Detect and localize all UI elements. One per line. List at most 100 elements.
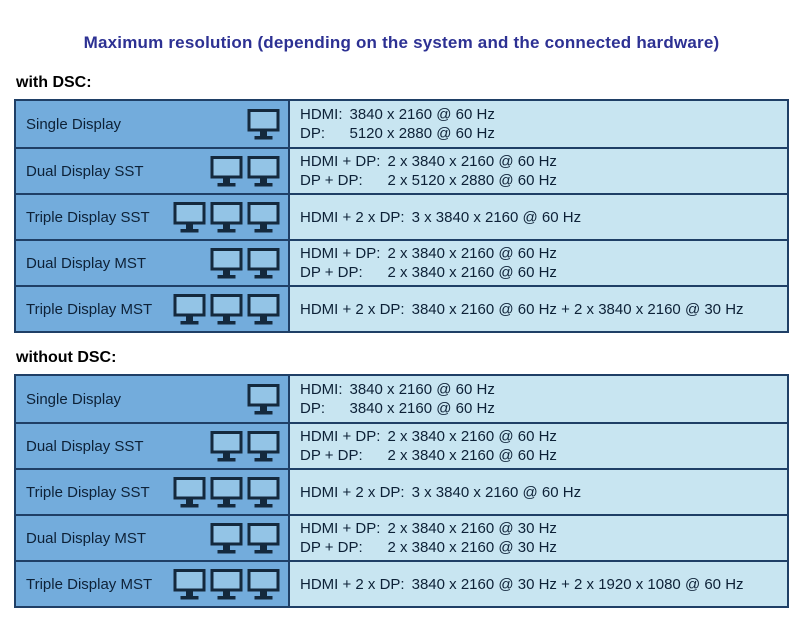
config-cell: Triple Display SST bbox=[16, 195, 290, 239]
monitor-icons bbox=[210, 430, 280, 463]
resolution-lines: HDMI + 2 x DP: 3 x 3840 x 2160 @ 60 Hz bbox=[300, 208, 581, 227]
resolution-value: 2 x 3840 x 2160 @ 60 Hz bbox=[387, 245, 557, 262]
table-row: Triple Display SST HDMI + 2 x DP: 3 x 3840… bbox=[16, 193, 787, 239]
resolution-value: 5120 x 2880 @ 60 Hz bbox=[349, 125, 495, 142]
resolution-value: 3840 x 2160 @ 60 Hz bbox=[349, 400, 495, 417]
port-label: HDMI + DP: bbox=[300, 520, 381, 537]
port-label: HDMI + 2 x DP: bbox=[300, 208, 405, 226]
monitor-icon bbox=[247, 383, 280, 414]
port-label: HDMI + DP: bbox=[300, 153, 381, 170]
resolution-cell: HDMI + 2 x DP: 3840 x 2160 @ 60 Hz + 2 x … bbox=[290, 287, 787, 331]
table-row: Triple Display SST HDMI + 2 x DP: 3 x 3840… bbox=[16, 468, 787, 514]
monitor-icon bbox=[210, 201, 243, 232]
config-cell: Dual Display SST bbox=[16, 149, 290, 193]
resolution-value: 2 x 3840 x 2160 @ 60 Hz bbox=[387, 153, 557, 170]
config-cell: Dual Display MST bbox=[16, 241, 290, 285]
config-label: Single Display bbox=[26, 390, 122, 408]
table-row: Dual Display SST HDMI + DP: 2 x 3840 x 216… bbox=[16, 147, 787, 193]
resolution-cell: HDMI + DP: 2 x 3840 x 2160 @ 60 Hz DP + DP… bbox=[290, 149, 787, 193]
monitor-icons bbox=[173, 201, 280, 234]
config-label: Dual Display MST bbox=[26, 529, 147, 547]
resolution-lines: HDMI: 3840 x 2160 @ 60 Hz DP: 3840 x 2160 @… bbox=[300, 380, 495, 418]
monitor-icons bbox=[173, 293, 280, 326]
resolution-value: 2 x 3840 x 2160 @ 30 Hz bbox=[387, 539, 557, 556]
resolution-lines: HDMI + DP: 2 x 3840 x 2160 @ 60 Hz DP + DP… bbox=[300, 152, 557, 190]
monitor-icon bbox=[247, 201, 280, 232]
resolution-lines: HDMI + DP: 2 x 3840 x 2160 @ 30 Hz DP + DP… bbox=[300, 519, 557, 557]
monitor-icons bbox=[247, 383, 280, 416]
monitor-icons bbox=[210, 155, 280, 188]
port-label: DP + DP: bbox=[300, 447, 363, 464]
monitor-icon bbox=[210, 155, 243, 186]
page-title: Maximum resolution (depending on the sys… bbox=[83, 33, 720, 52]
resolution-value: 2 x 5120 x 2880 @ 60 Hz bbox=[387, 172, 557, 189]
port-label: HDMI + 2 x DP: bbox=[300, 300, 405, 318]
config-cell: Triple Display MST bbox=[16, 562, 290, 606]
monitor-icon bbox=[247, 108, 280, 139]
resolution-cell: HDMI + 2 x DP: 3840 x 2160 @ 30 Hz + 2 x … bbox=[290, 562, 787, 606]
config-cell: Dual Display MST bbox=[16, 516, 290, 560]
config-cell: Single Display bbox=[16, 376, 290, 422]
port-label: HDMI + DP: bbox=[300, 245, 381, 262]
config-label: Dual Display MST bbox=[26, 254, 147, 272]
page: Maximum resolution (depending on the sys… bbox=[14, 33, 789, 608]
table-row: Single Display HDMI: 3840 x 2160 @ 60 Hz DP… bbox=[16, 376, 787, 422]
monitor-icon bbox=[247, 522, 280, 553]
resolution-cell: HDMI + DP: 2 x 3840 x 2160 @ 60 Hz DP + DP… bbox=[290, 424, 787, 468]
resolution-table-without-dsc: Single Display HDMI: 3840 x 2160 @ 60 Hz DP… bbox=[14, 374, 789, 608]
port-label: HDMI: bbox=[300, 106, 343, 123]
resolution-value: 2 x 3840 x 2160 @ 60 Hz bbox=[387, 447, 557, 464]
port-label: HDMI + 2 x DP: bbox=[300, 575, 405, 593]
resolution-cell: HDMI: 3840 x 2160 @ 60 Hz DP: 5120 x 2880 @… bbox=[290, 101, 787, 147]
monitor-icon bbox=[247, 155, 280, 186]
port-label: HDMI + 2 x DP: bbox=[300, 483, 405, 501]
resolution-lines: HDMI + 2 x DP: 3840 x 2160 @ 30 Hz + 2 x … bbox=[300, 575, 744, 594]
table-row: Dual Display MST HDMI + DP: 2 x 3840 x 216… bbox=[16, 514, 787, 560]
resolution-lines: HDMI + DP: 2 x 3840 x 2160 @ 60 Hz DP + DP… bbox=[300, 427, 557, 465]
monitor-icon bbox=[247, 293, 280, 324]
resolution-value: 3840 x 2160 @ 60 Hz bbox=[349, 106, 495, 123]
config-label: Triple Display SST bbox=[26, 208, 150, 226]
monitor-icon bbox=[173, 568, 206, 599]
port-label: DP: bbox=[300, 125, 326, 142]
resolution-cell: HDMI + 2 x DP: 3 x 3840 x 2160 @ 60 Hz bbox=[290, 195, 787, 239]
config-label: Triple Display MST bbox=[26, 300, 153, 318]
monitor-icon bbox=[210, 247, 243, 278]
table-row: Dual Display SST HDMI + DP: 2 x 3840 x 216… bbox=[16, 422, 787, 468]
monitor-icon bbox=[173, 293, 206, 324]
config-cell: Single Display bbox=[16, 101, 290, 147]
monitor-icon bbox=[210, 430, 243, 461]
config-label: Single Display bbox=[26, 115, 122, 133]
monitor-icon bbox=[210, 476, 243, 507]
monitor-icons bbox=[210, 522, 280, 555]
monitor-icon bbox=[247, 568, 280, 599]
resolution-value: 3840 x 2160 @ 30 Hz + 2 x 1920 x 1080 @ … bbox=[411, 575, 744, 593]
resolution-cell: HDMI: 3840 x 2160 @ 60 Hz DP: 3840 x 2160 @… bbox=[290, 376, 787, 422]
config-label: Dual Display SST bbox=[26, 162, 144, 180]
section-heading-without-dsc: without DSC: bbox=[16, 349, 117, 366]
resolution-cell: HDMI + 2 x DP: 3 x 3840 x 2160 @ 60 Hz bbox=[290, 470, 787, 514]
resolution-value: 2 x 3840 x 2160 @ 30 Hz bbox=[387, 520, 557, 537]
config-cell: Dual Display SST bbox=[16, 424, 290, 468]
monitor-icons bbox=[173, 568, 280, 601]
port-label: HDMI + DP: bbox=[300, 428, 381, 445]
port-label: DP + DP: bbox=[300, 539, 363, 556]
monitor-icons bbox=[173, 476, 280, 509]
table-row: Single Display HDMI: 3840 x 2160 @ 60 Hz DP… bbox=[16, 101, 787, 147]
resolution-lines: HDMI + 2 x DP: 3840 x 2160 @ 60 Hz + 2 x … bbox=[300, 300, 744, 319]
resolution-value: 2 x 3840 x 2160 @ 60 Hz bbox=[387, 428, 557, 445]
config-label: Triple Display SST bbox=[26, 483, 150, 501]
port-label: DP + DP: bbox=[300, 172, 363, 189]
monitor-icons bbox=[247, 108, 280, 141]
port-label: HDMI: bbox=[300, 381, 343, 398]
monitor-icons bbox=[210, 247, 280, 280]
monitor-icon bbox=[210, 522, 243, 553]
config-label: Triple Display MST bbox=[26, 575, 153, 593]
port-label: DP: bbox=[300, 400, 326, 417]
monitor-icon bbox=[173, 476, 206, 507]
config-label: Dual Display SST bbox=[26, 437, 144, 455]
table-row: Triple Display MST HDMI + 2 x DP: 3840 x 2… bbox=[16, 560, 787, 606]
table-row: Triple Display MST HDMI + 2 x DP: 3840 x 2… bbox=[16, 285, 787, 331]
resolution-value: 3 x 3840 x 2160 @ 60 Hz bbox=[411, 483, 582, 501]
monitor-icon bbox=[210, 293, 243, 324]
